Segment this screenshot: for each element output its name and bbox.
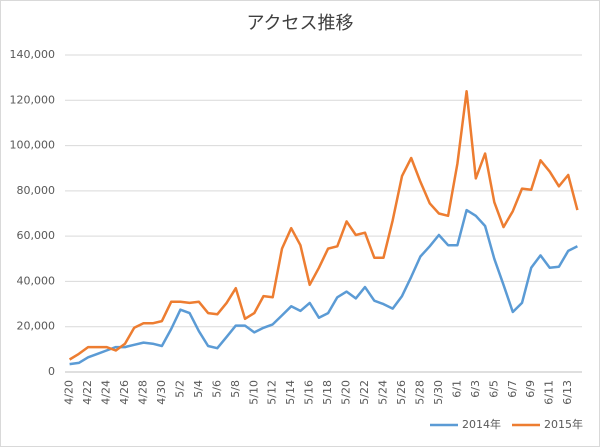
y-tick-label: 100,000: [10, 139, 56, 152]
x-tick-label: 5/8: [229, 380, 242, 398]
legend-label: 2015年: [544, 417, 583, 431]
y-tick-label: 140,000: [10, 48, 56, 61]
x-tick-label: 4/28: [136, 380, 149, 405]
x-tick-label: 5/20: [340, 380, 353, 405]
x-tick-label: 4/30: [155, 380, 168, 405]
x-tick-label: 5/12: [266, 380, 279, 405]
series-line: [68, 89, 579, 361]
x-tick-label: 6/13: [561, 380, 574, 405]
x-tick-label: 6/9: [524, 380, 537, 398]
x-tick-label: 4/20: [63, 380, 76, 405]
x-tick-label: 5/30: [432, 380, 445, 405]
x-tick-label: 5/4: [192, 380, 205, 398]
chart-title: アクセス推移: [246, 13, 353, 34]
x-tick-label: 5/14: [284, 380, 297, 405]
x-tick-label: 5/24: [377, 380, 390, 405]
legend-label: 2014年: [462, 417, 501, 431]
x-tick-label: 6/11: [543, 380, 556, 405]
x-tick-label: 5/18: [321, 380, 334, 405]
x-tick-label: 5/2: [173, 380, 186, 398]
x-tick-label: 5/22: [358, 380, 371, 405]
y-tick-label: 80,000: [17, 184, 56, 197]
y-tick-label: 120,000: [10, 93, 56, 106]
x-tick-label: 5/6: [210, 380, 223, 398]
y-tick-label: 0: [48, 365, 55, 378]
y-tick-label: 20,000: [17, 320, 56, 333]
x-tick-label: 6/5: [487, 380, 500, 398]
x-tick-label: 6/3: [469, 380, 482, 398]
x-tick-label: 5/26: [395, 380, 408, 405]
y-tick-label: 40,000: [17, 274, 56, 287]
x-tick-label: 4/24: [100, 380, 113, 405]
x-tick-label: 5/28: [413, 380, 426, 405]
x-tick-label: 5/10: [247, 380, 260, 405]
x-tick-label: 6/1: [450, 380, 463, 398]
x-tick-label: 5/16: [303, 380, 316, 405]
series-line: [69, 208, 578, 366]
x-tick-label: 4/22: [81, 380, 94, 405]
x-tick-label: 4/26: [118, 380, 131, 405]
x-tick-label: 6/7: [506, 380, 519, 398]
y-tick-label: 60,000: [17, 229, 56, 242]
